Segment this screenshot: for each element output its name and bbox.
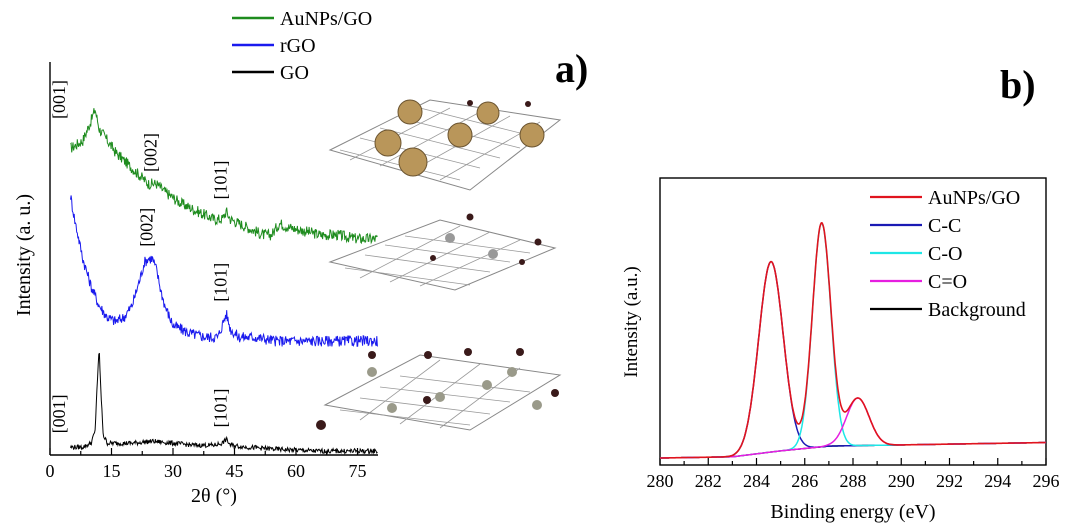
panel-a-legend: AuNPs/GO rGO GO — [232, 8, 372, 84]
graphene-sheet-rgo — [328, 213, 557, 291]
panel-b-y-label: Intensity (a.u.) — [621, 266, 642, 377]
panel-a-peak-label: [001] — [49, 394, 69, 433]
panel-a-peak-labels: [001] [002] [101] [002] [101] [001] [101] — [49, 80, 230, 433]
panel-a-x-ticks: 0 15 30 45 60 75 — [46, 448, 367, 481]
panel-b-x-tick-label: 288 — [840, 471, 867, 491]
panel-b-legend-label: C-C — [928, 215, 961, 237]
panel-a-series-line-rgo — [70, 195, 378, 347]
panel-b-x-label: Binding energy (eV) — [770, 501, 935, 523]
panel-a-series — [70, 108, 378, 455]
panel-b-x-tick-label: 286 — [791, 471, 818, 491]
panel-b-series-line-aunps-go — [660, 222, 1046, 459]
panel-a-x-tick-label: 45 — [226, 461, 244, 481]
panel-a-legend-label: rGO — [280, 35, 316, 57]
panel-b-series-line-c-c — [660, 260, 1046, 459]
panel-a-x-tick-label: 60 — [287, 461, 305, 481]
graphene-sheet-aunps — [328, 99, 562, 191]
panel-b-legend-label: C=O — [928, 271, 967, 293]
panel-a-legend-label: GO — [280, 62, 309, 84]
panel-b-x-tick-label: 290 — [888, 471, 915, 491]
panel-a-label: a) — [555, 46, 588, 91]
panel-a-peak-label: [101] — [210, 161, 230, 200]
panel-a-y-label: Intensity (a. u.) — [13, 194, 35, 316]
panel-a-x-tick-label: 0 — [46, 461, 55, 481]
panel-b-x-tick-label: 294 — [984, 471, 1011, 491]
panel-b-legend-label: C-O — [928, 243, 962, 265]
panel-b-plot-frame — [659, 177, 1047, 466]
panel-a-peak-label: [002] — [137, 208, 157, 247]
panel-a-peak-label: [101] — [210, 263, 230, 302]
panel-a-x-tick-label: 75 — [349, 461, 367, 481]
panel-b-legend-label: AuNPs/GO — [928, 187, 1020, 209]
panel-b-x-tick-label: 296 — [1033, 471, 1060, 491]
graphene-aunps-illustration — [316, 99, 562, 431]
panel-a-series-line-go — [70, 352, 378, 455]
graphene-sheet-go — [316, 348, 562, 431]
panel-a-x-label: 2θ (°) — [191, 485, 237, 507]
panel-a-x-tick-label: 15 — [103, 461, 121, 481]
panel-b-x-tick-label: 282 — [695, 471, 722, 491]
panel-a-xrd-chart: a) Intensity (a. u.) 2θ (°) 0 15 30 45 60 75 … — [13, 8, 588, 507]
panel-b-series-line-c-o — [660, 397, 1046, 459]
panel-b-label: b) — [1000, 62, 1036, 107]
panel-a-peak-label: [002] — [141, 133, 161, 172]
panel-b-legend: AuNPs/GO C-C C-O C=O Background — [870, 187, 1026, 321]
panel-a-peak-label: [101] — [210, 388, 230, 427]
panel-b-xps-chart: b) Intensity (a.u.) Binding energy (eV) … — [621, 62, 1060, 523]
panel-a-x-tick-label: 30 — [164, 461, 182, 481]
panel-b-x-tick-label: 284 — [743, 471, 770, 491]
panel-b-x-ticks: 280 282 284 286 288 290 292 294 296 — [647, 458, 1060, 491]
panel-a-legend-label: AuNPs/GO — [280, 8, 372, 30]
panel-b-legend-label: Background — [928, 299, 1026, 321]
panel-b-x-tick-label: 280 — [647, 471, 674, 491]
panel-b-series-line-c-o — [660, 222, 1046, 459]
panel-b-x-tick-label: 292 — [936, 471, 963, 491]
panel-a-series-line-aunps-go — [70, 108, 378, 245]
panel-a-peak-label: [001] — [49, 80, 69, 119]
panel-b-series — [660, 222, 1046, 459]
